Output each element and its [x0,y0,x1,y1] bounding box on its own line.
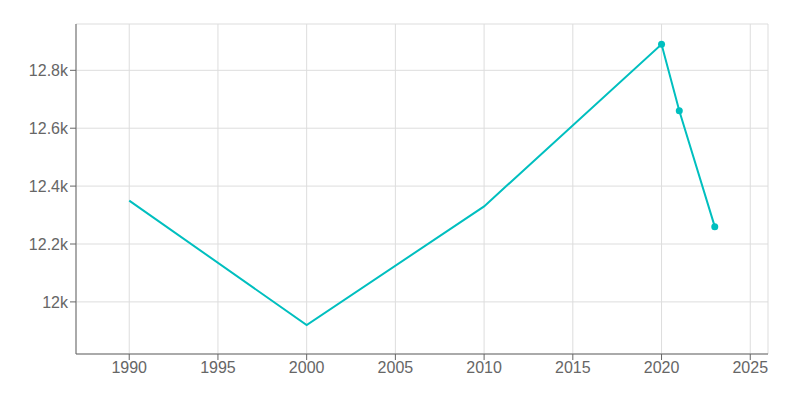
svg-text:1995: 1995 [200,359,236,376]
svg-text:12.8k: 12.8k [29,62,69,79]
svg-text:12.2k: 12.2k [29,236,69,253]
svg-text:2010: 2010 [466,359,502,376]
svg-text:1990: 1990 [111,359,147,376]
svg-text:12k: 12k [42,294,69,311]
svg-text:2015: 2015 [555,359,591,376]
svg-text:2025: 2025 [732,359,768,376]
svg-text:2005: 2005 [378,359,414,376]
svg-text:12.4k: 12.4k [29,178,69,195]
svg-text:2020: 2020 [644,359,680,376]
svg-text:12.6k: 12.6k [29,120,69,137]
svg-text:2000: 2000 [289,359,325,376]
